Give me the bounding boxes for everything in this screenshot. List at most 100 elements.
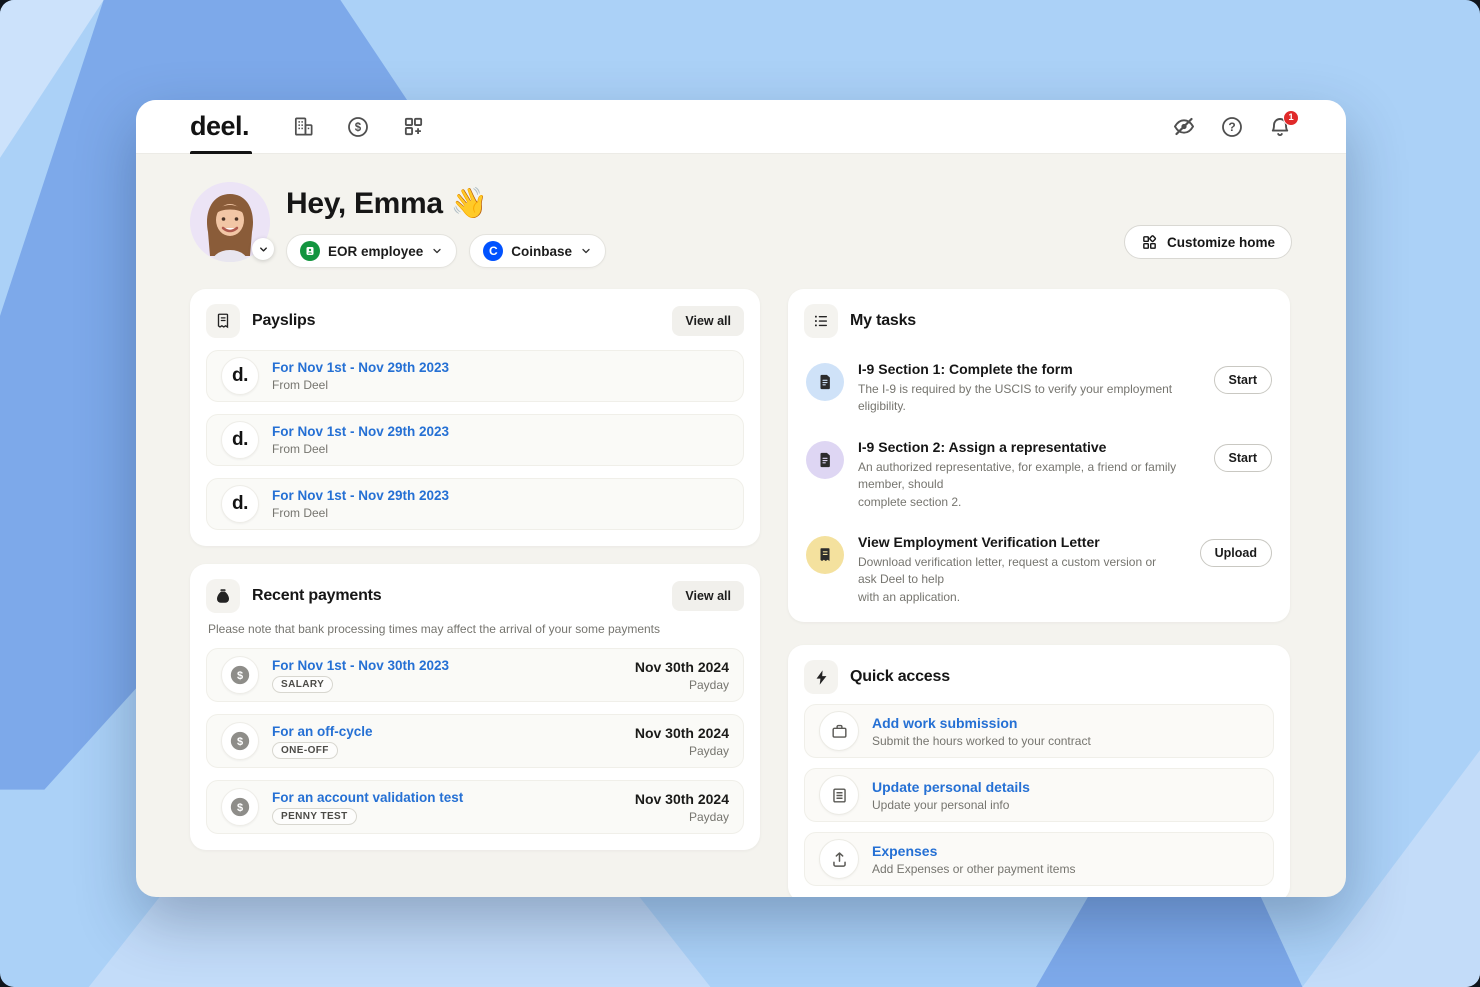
customize-home-label: Customize home	[1166, 234, 1275, 250]
payments-note: Please note that bank processing times m…	[208, 622, 661, 636]
company-label: Coinbase	[511, 243, 573, 259]
quick-access-description: Add Expenses or other payment items	[872, 861, 1076, 876]
payment-type-tag: ONE-OFF	[272, 741, 338, 759]
svg-text:$: $	[355, 122, 362, 134]
document-lines-icon	[819, 775, 859, 816]
svg-text:$: $	[237, 736, 243, 748]
payslip-list-item[interactable]: d. For Nov 1st - Nov 29th 2023 From Deel	[206, 414, 744, 466]
task-title: I-9 Section 2: Assign a representative	[858, 438, 1107, 455]
my-tasks-title: My tasks	[850, 312, 916, 329]
payslip-source: From Deel	[272, 378, 329, 392]
payslip-link[interactable]: For Nov 1st - Nov 29th 2023	[272, 360, 450, 375]
page-header: Hey, Emma 👋 EOR employee C Coinbase	[190, 182, 1292, 268]
notification-count-badge: 1	[1283, 109, 1299, 126]
task-start-button[interactable]: Start	[1213, 443, 1272, 472]
quick-access-link[interactable]: Add work submission	[872, 714, 1018, 731]
svg-text:$: $	[237, 802, 243, 814]
notifications-bell-icon[interactable]: 1	[1268, 109, 1299, 139]
quick-access-item[interactable]: Expenses Add Expenses or other payment i…	[804, 832, 1274, 887]
payment-link[interactable]: For an account validation test	[272, 789, 464, 805]
chevron-down-icon	[580, 245, 592, 257]
payslips-view-all-button[interactable]: View all	[672, 306, 744, 336]
deel-d-logo: d.	[221, 421, 259, 459]
verification-letter-icon	[806, 535, 844, 574]
payslip-link[interactable]: For Nov 1st - Nov 29th 2023	[272, 424, 450, 439]
quick-access-item[interactable]: Update personal details Update your pers…	[804, 768, 1274, 823]
help-icon[interactable]: ?	[1220, 115, 1244, 139]
payslip-list-item[interactable]: d. For Nov 1st - Nov 29th 2023 From Deel	[206, 478, 744, 530]
app-window: deel. $	[136, 100, 1346, 897]
deel-logo[interactable]: deel.	[190, 111, 250, 141]
payments-dollar-icon[interactable]: $	[346, 115, 370, 139]
payslips-title: Payslips	[252, 312, 316, 329]
task-upload-button[interactable]: Upload	[1199, 538, 1272, 567]
moneybag-icon	[206, 579, 240, 613]
svg-text:$: $	[237, 670, 243, 682]
payment-list-item[interactable]: $ For an account validation test PENNY T…	[206, 780, 744, 834]
quick-access-link[interactable]: Update personal details	[872, 778, 1030, 795]
hide-balances-eye-off-icon[interactable]	[1172, 115, 1196, 139]
payment-type-tag: PENNY TEST	[272, 807, 357, 825]
chevron-down-icon	[431, 245, 443, 257]
payment-list-item[interactable]: $ For an off-cycle ONE-OFF Nov 30th 2024…	[206, 714, 744, 768]
payslips-card: Payslips View all d. For Nov 1st - Nov 2…	[190, 289, 760, 546]
task-item: I-9 Section 1: Complete the form The I-9…	[804, 361, 1274, 416]
avatar-chevron-down-icon[interactable]	[252, 238, 274, 260]
apps-grid-plus-icon[interactable]	[401, 115, 425, 139]
company-dropdown[interactable]: C Coinbase	[469, 234, 607, 268]
task-title: I-9 Section 1: Complete the form	[858, 361, 1073, 377]
payment-date-label: Payday	[688, 809, 729, 824]
svg-text:?: ?	[1228, 120, 1235, 134]
active-tab-underline	[190, 150, 252, 154]
briefcase-icon	[819, 711, 859, 752]
quick-access-card: Quick access Add work submission Submit …	[788, 645, 1290, 897]
task-description: An authorized representative, for exampl…	[858, 459, 1177, 509]
greeting-title: Hey, Emma 👋	[286, 187, 488, 220]
coinbase-logo-icon: C	[483, 241, 504, 261]
avatar[interactable]	[190, 182, 270, 262]
i9-representative-document-icon	[806, 440, 844, 479]
upload-icon	[819, 839, 859, 880]
dollar-coin-icon: $	[221, 788, 259, 826]
deel-d-logo: d.	[221, 485, 259, 523]
task-title: View Employment Verification Letter	[858, 533, 1100, 550]
payslip-source: From Deel	[272, 442, 329, 456]
payment-date: Nov 30th 2024	[634, 790, 729, 807]
i9-form-document-icon	[806, 363, 844, 401]
payment-link[interactable]: For an off-cycle	[272, 723, 373, 739]
organization-icon[interactable]	[291, 115, 315, 139]
quick-access-link[interactable]: Expenses	[872, 842, 938, 859]
payment-date: Nov 30th 2024	[634, 658, 729, 675]
deel-d-logo: d.	[221, 357, 259, 395]
payment-date-label: Payday	[688, 677, 729, 692]
quick-access-description: Submit the hours worked to your contract	[872, 733, 1091, 748]
payment-type-tag: SALARY	[272, 675, 334, 693]
contract-type-dropdown[interactable]: EOR employee	[286, 234, 458, 268]
task-description: Download verification letter, request a …	[858, 554, 1157, 604]
payment-date-label: Payday	[688, 743, 729, 758]
quick-access-item[interactable]: Add work submission Submit the hours wor…	[804, 704, 1274, 759]
nav-tab-home[interactable]: deel.	[190, 100, 252, 154]
top-navbar: deel. $	[136, 100, 1346, 154]
lightning-bolt-icon	[804, 660, 838, 695]
payslip-list-item[interactable]: d. For Nov 1st - Nov 29th 2023 From Deel	[206, 350, 744, 402]
payslip-source: From Deel	[272, 506, 329, 520]
my-tasks-card: My tasks I-9 Section 1: Complete the for…	[788, 289, 1290, 623]
quick-access-title: Quick access	[850, 668, 950, 686]
payment-date: Nov 30th 2024	[634, 724, 729, 741]
payments-view-all-button[interactable]: View all	[672, 581, 744, 611]
customize-icon	[1143, 234, 1157, 249]
dollar-coin-icon: $	[221, 656, 259, 694]
eor-badge-icon	[300, 241, 320, 261]
payment-link[interactable]: For Nov 1st - Nov 30th 2023	[272, 657, 450, 673]
task-start-button[interactable]: Start	[1213, 366, 1272, 394]
payslip-link[interactable]: For Nov 1st - Nov 29th 2023	[272, 488, 450, 503]
contract-type-label: EOR employee	[328, 243, 424, 259]
task-list-icon	[804, 304, 838, 338]
recent-payments-title: Recent payments	[252, 587, 382, 604]
customize-home-button[interactable]: Customize home	[1123, 225, 1292, 259]
recent-payments-card: Recent payments View all Please note tha…	[190, 564, 760, 850]
quick-access-description: Update your personal info	[872, 797, 1010, 812]
task-item: I-9 Section 2: Assign a representative A…	[804, 439, 1274, 511]
payment-list-item[interactable]: $ For Nov 1st - Nov 30th 2023 SALARY Nov…	[206, 648, 744, 702]
